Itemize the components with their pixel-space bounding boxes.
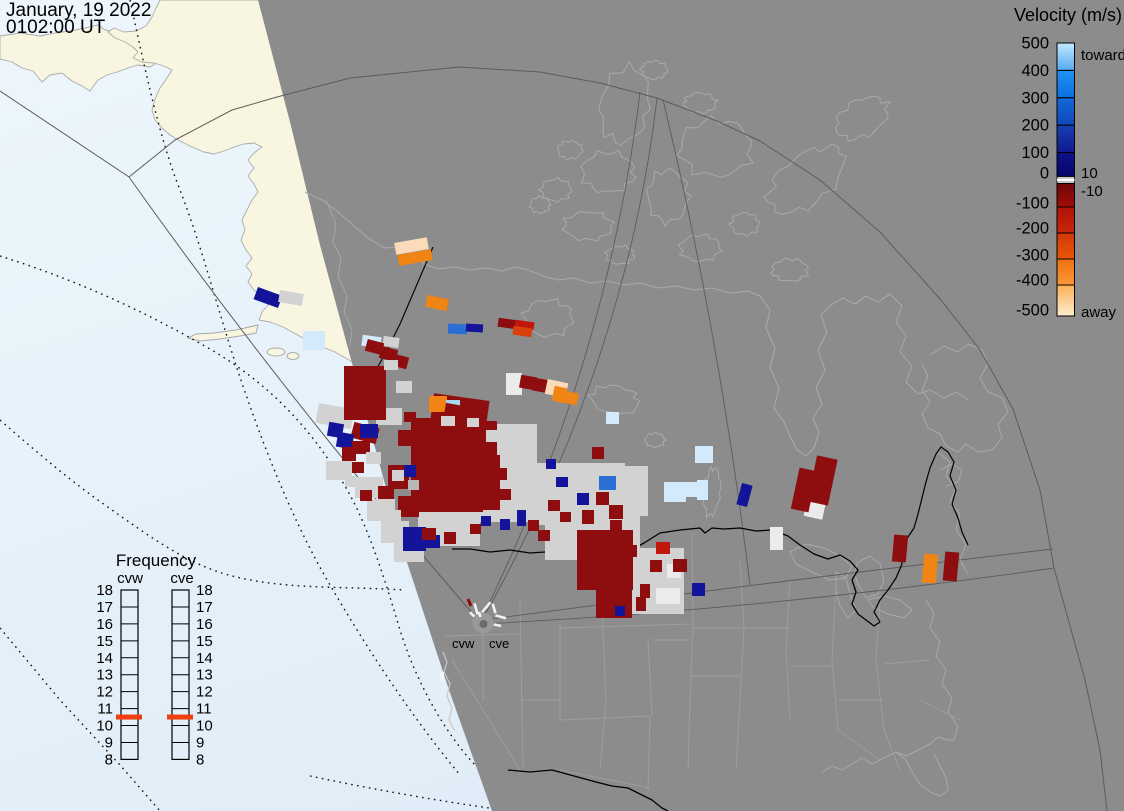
svg-text:11: 11 (196, 701, 212, 718)
svg-text:100: 100 (1021, 144, 1049, 162)
svg-text:14: 14 (196, 650, 213, 667)
svg-text:16: 16 (196, 616, 213, 633)
svg-text:200: 200 (1021, 117, 1049, 135)
svg-text:January, 19 2022: January, 19 2022 (6, 0, 151, 21)
svg-text:11: 11 (97, 701, 113, 718)
svg-text:Velocity (m/s): Velocity (m/s) (1014, 5, 1122, 25)
svg-text:12: 12 (196, 684, 213, 701)
svg-text:Frequency: Frequency (116, 551, 197, 570)
svg-text:500: 500 (1021, 35, 1049, 53)
svg-text:cve: cve (170, 570, 193, 587)
svg-text:16: 16 (96, 616, 113, 633)
svg-text:-100: -100 (1016, 195, 1049, 213)
svg-text:cvw: cvw (452, 636, 475, 651)
svg-text:12: 12 (96, 684, 113, 701)
svg-text:400: 400 (1021, 62, 1049, 80)
svg-text:toward: toward (1081, 47, 1124, 64)
svg-text:10: 10 (196, 718, 213, 735)
svg-text:14: 14 (96, 650, 113, 667)
svg-text:-400: -400 (1016, 272, 1049, 290)
svg-text:8: 8 (196, 751, 204, 768)
svg-text:away: away (1081, 304, 1117, 321)
svg-text:17: 17 (196, 599, 213, 616)
svg-text:8: 8 (105, 751, 113, 768)
svg-text:13: 13 (196, 667, 213, 684)
svg-text:15: 15 (96, 633, 113, 650)
svg-text:18: 18 (96, 582, 113, 599)
svg-text:10: 10 (1081, 165, 1098, 182)
svg-text:10: 10 (96, 718, 113, 735)
svg-text:-500: -500 (1016, 302, 1049, 320)
svg-text:-10: -10 (1081, 183, 1103, 200)
svg-text:0102:00 UT: 0102:00 UT (6, 17, 106, 38)
svg-text:9: 9 (105, 734, 113, 751)
svg-text:-200: -200 (1016, 220, 1049, 238)
svg-text:13: 13 (96, 667, 113, 684)
svg-text:17: 17 (96, 599, 113, 616)
svg-text:18: 18 (196, 582, 213, 599)
svg-text:cvw: cvw (117, 570, 143, 587)
svg-text:15: 15 (196, 633, 213, 650)
svg-text:-300: -300 (1016, 247, 1049, 265)
svg-text:9: 9 (196, 734, 204, 751)
svg-text:300: 300 (1021, 89, 1049, 107)
svg-text:0: 0 (1040, 165, 1049, 183)
svg-text:cve: cve (489, 636, 509, 651)
